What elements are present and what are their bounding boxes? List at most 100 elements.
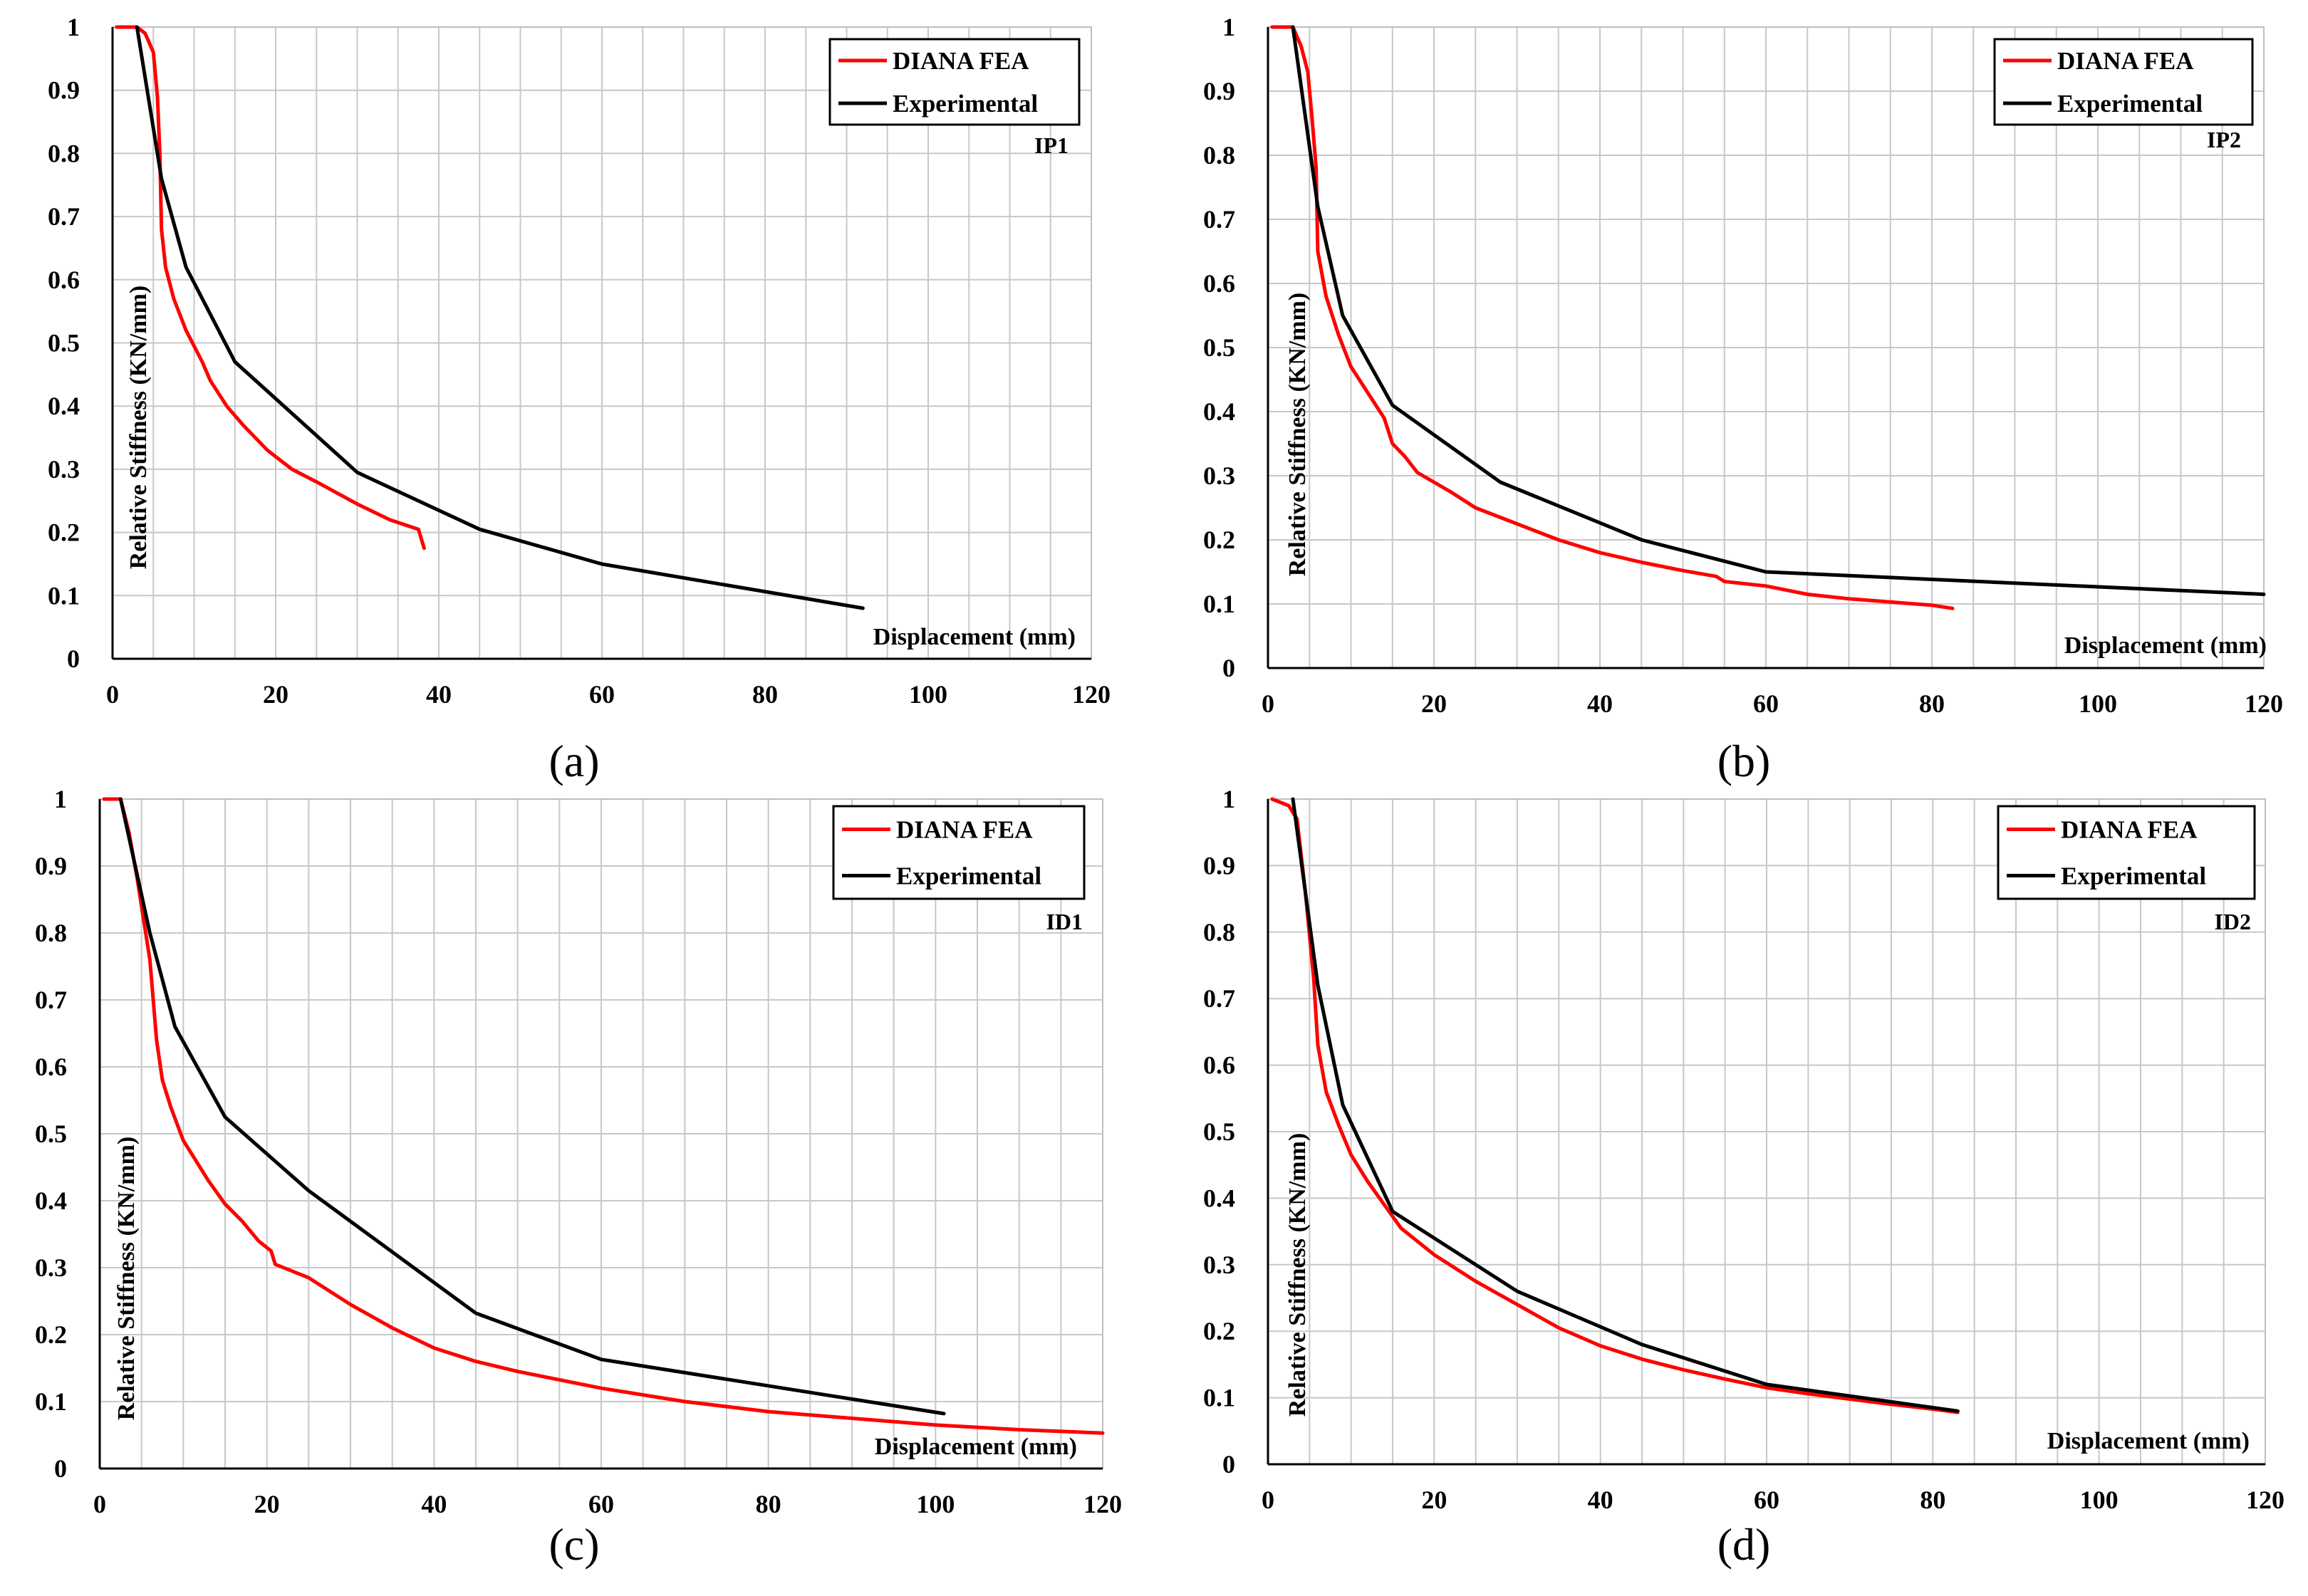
series-line-diana-fea [1270,797,1960,1414]
x-tick-label: 80 [752,680,778,709]
x-tick-label: 0 [1262,1486,1274,1514]
chart-panel-d: 0 20 40 60 80 100 120 0 0.1 0.2 0.3 0.4 0.5 0.6 0.7 0.8… [1203,785,2284,1570]
y-tick-label: 0 [1222,1450,1235,1478]
x-tick-label: 20 [1421,1486,1447,1514]
chart-panel-b: 0 20 40 60 80 100 120 0 0.1 0.2 0.3 0.4 0.5 0.6 0.7 0.8… [1203,13,2283,786]
y-tick-label: 0.8 [1203,918,1235,946]
panel-caption: (d) [1717,1519,1771,1570]
legend-label: Experimental [896,862,1041,890]
y-tick-label: 0.6 [1203,1051,1235,1080]
y-tick-label: 0.9 [35,852,67,880]
legend-label: Experimental [2057,90,2203,118]
x-tick-label: 60 [589,680,615,709]
legend-label: Experimental [2061,862,2206,890]
y-tick-label: 0.9 [48,76,80,105]
y-tick-label: 0.2 [1203,1317,1235,1345]
x-tick-label: 0 [106,680,119,709]
specimen-tag: ID1 [1046,909,1083,934]
y-tick-label: 0.3 [48,455,80,484]
y-tick-label: 0.8 [48,139,80,167]
specimen-tag: ID2 [2214,909,2251,934]
y-tick-label: 0 [54,1454,67,1483]
y-tick-label: 0 [67,645,80,673]
x-tick-label: 100 [2080,1486,2119,1514]
y-tick-label: 0.6 [1203,269,1235,298]
y-tick-label: 1 [54,785,67,813]
x-tick-label: 40 [426,680,452,709]
x-tick-label: 40 [421,1490,447,1518]
legend-box [828,38,1081,126]
y-tick-label: 0.3 [1203,1251,1235,1279]
series-line-diana-fea [102,797,1105,1435]
x-axis-title: Displacement (mm) [2047,1428,2250,1454]
y-tick-label: 0.3 [35,1253,67,1282]
y-tick-label: 0.2 [35,1320,67,1349]
x-tick-label: 60 [1754,1486,1779,1514]
y-tick-label: 0.5 [35,1120,67,1148]
panel-caption: (a) [549,736,599,786]
x-tick-label: 40 [1588,1486,1613,1514]
y-tick-label: 0.4 [35,1186,67,1215]
y-tick-label: 0.5 [1203,333,1235,362]
y-tick-label: 0.4 [1203,1184,1235,1212]
specimen-tag: IP1 [1034,132,1069,158]
y-tick-label: 0.4 [48,392,80,420]
y-tick-label: 0.6 [35,1053,67,1081]
y-tick-label: 0.4 [1203,397,1235,426]
x-tick-label: 100 [2079,689,2117,718]
x-axis-title: Displacement (mm) [873,624,1076,650]
y-axis-title: Relative Stiffness (KN/mm) [113,1137,140,1420]
x-tick-label: 80 [1919,689,1945,718]
series-line-experimental [1291,797,1960,1413]
y-tick-label: 1 [67,13,80,41]
series-line-experimental [1291,25,2266,596]
y-tick-label: 0.9 [1203,77,1235,105]
y-tick-label: 0.7 [48,202,80,231]
legend-box [1997,805,2256,900]
specimen-tag: IP2 [2207,127,2241,152]
y-tick-label: 0.1 [1203,590,1235,618]
y-tick-label: 0.6 [48,266,80,294]
y-axis-title: Relative Stiffness (KN/mm) [1284,293,1311,576]
legend-box [832,805,1086,900]
y-tick-label: 0.2 [48,518,80,547]
x-tick-label: 120 [2246,1486,2284,1514]
x-tick-label: 60 [1753,689,1779,718]
legend-box [1993,38,2254,126]
y-tick-label: 0 [1222,654,1235,682]
panel-caption: (b) [1717,736,1771,786]
y-tick-label: 0.3 [1203,461,1235,490]
x-tick-label: 120 [1072,680,1111,709]
y-tick-label: 0.2 [1203,526,1235,554]
legend-label: DIANA FEA [893,47,1029,75]
y-tick-label: 0.5 [1203,1117,1235,1146]
x-tick-label: 80 [1920,1486,1945,1514]
y-axis-title: Relative Stiffness (KN/mm) [1284,1133,1311,1417]
legend-label: DIANA FEA [2061,816,2198,844]
x-axis-title: Displacement (mm) [2064,632,2267,659]
x-tick-label: 80 [756,1490,781,1518]
chart-panel-a: 0 20 40 60 80 100 120 0 0.1 0.2 0.3 0.4 0.5 0.6 0.7 0.8… [48,13,1111,786]
x-tick-label: 100 [916,1490,955,1518]
y-tick-label: 0.5 [48,329,80,358]
y-tick-label: 1 [1222,13,1235,41]
y-tick-label: 0.7 [1203,205,1235,234]
y-tick-label: 0.8 [1203,141,1235,169]
legend-label: DIANA FEA [896,816,1033,844]
chart-panel-c: 0 20 40 60 80 100 120 0 0.1 0.2 0.3 0.4 0.5 0.6 0.7 0.8… [35,785,1122,1570]
y-tick-label: 0.9 [1203,851,1235,880]
x-tick-label: 20 [254,1490,280,1518]
series-line-diana-fea [115,25,426,551]
x-tick-label: 120 [2245,689,2283,718]
series-line-diana-fea [1270,25,1955,610]
y-axis-title: Relative Stiffness (KN/mm) [125,286,152,569]
series-line-experimental [118,797,946,1416]
panel-caption: (c) [549,1519,599,1570]
x-tick-label: 120 [1083,1490,1122,1518]
y-tick-label: 0.1 [1203,1384,1235,1412]
x-tick-label: 20 [263,680,288,709]
x-tick-label: 100 [909,680,947,709]
x-axis-title: Displacement (mm) [875,1434,1077,1460]
y-tick-label: 0.1 [48,581,80,610]
